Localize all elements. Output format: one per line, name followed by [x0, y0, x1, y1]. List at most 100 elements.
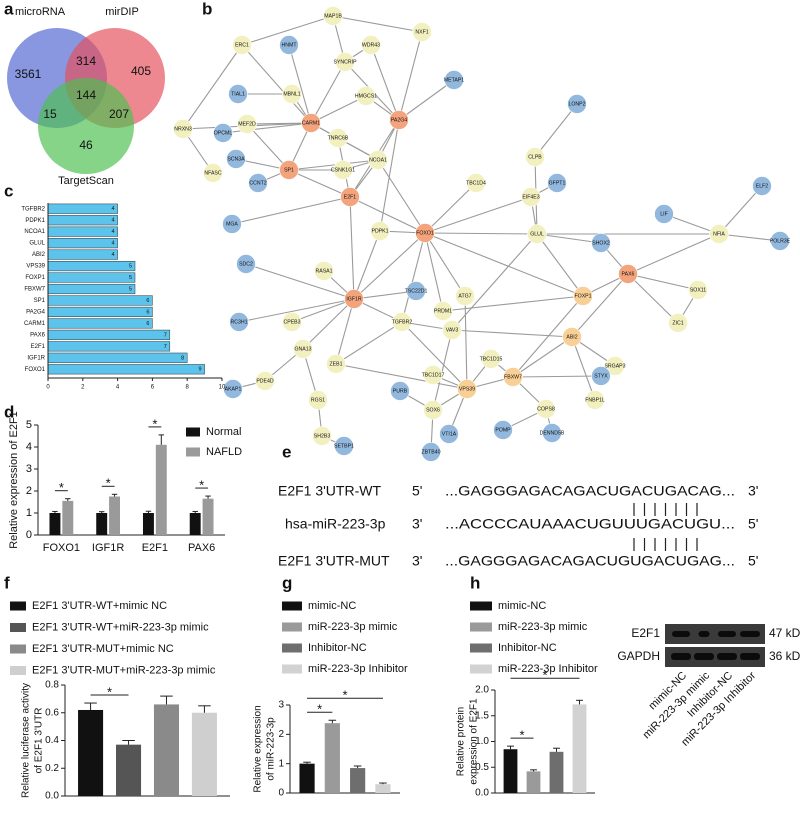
network-edge — [424, 232, 466, 297]
network-edge — [424, 196, 532, 234]
legend-swatch — [282, 601, 302, 611]
network-node — [591, 366, 611, 386]
network-node-label: FOXP1 — [574, 293, 591, 299]
y-tick-label: PDPK1 — [25, 218, 45, 224]
sequence: ...ACCCCAUAAACUGUUUGACUGU... — [445, 516, 735, 532]
value-label: 6 — [146, 309, 149, 315]
network-edge — [335, 363, 468, 390]
y-tick-label: 4 — [26, 441, 32, 453]
network-node — [415, 223, 435, 243]
x-tick-label: E2F1 — [142, 542, 168, 554]
network-node — [423, 365, 443, 385]
network-node — [412, 22, 432, 42]
network-node — [573, 286, 593, 306]
network-edge — [534, 103, 578, 158]
legend-label: E2F1 3'UTR-WT+mimic NC — [32, 600, 167, 612]
network-node — [442, 320, 462, 340]
y-tick-label: 0 — [278, 788, 284, 799]
network-node — [308, 390, 328, 410]
y-tick-label: 1.0 — [475, 736, 489, 747]
panel-label: b — [202, 0, 212, 18]
legend-label: Normal — [206, 426, 241, 438]
y-tick-label: 0.8 — [45, 680, 59, 691]
venn-count: 314 — [76, 54, 96, 68]
blot-band — [740, 653, 760, 660]
bar — [202, 498, 214, 535]
value-label: 4 — [112, 252, 115, 258]
network-node-label: RC3H1 — [230, 319, 247, 325]
network-node — [423, 400, 443, 420]
venn-set-label: microRNA — [15, 6, 66, 18]
legend-label: mimic-NC — [498, 600, 546, 612]
network-edge — [288, 169, 351, 198]
network-edge — [451, 329, 573, 338]
y-tick-label: ABI2 — [32, 252, 46, 258]
value-label: 7 — [164, 344, 167, 350]
network-node — [282, 312, 302, 332]
blot-band — [698, 631, 710, 637]
bar — [49, 513, 61, 535]
network-node — [232, 35, 252, 55]
network-edge — [246, 122, 312, 125]
network-node — [521, 187, 541, 207]
network-node-label: POMP — [495, 427, 511, 433]
y-axis-label: of miR-223-3p — [266, 717, 277, 781]
network-edge — [401, 232, 426, 323]
network-edge — [370, 44, 400, 121]
value-label: 7 — [164, 332, 167, 338]
y-tick-label: NCOA1 — [24, 229, 45, 235]
network-node-label: LIF — [660, 211, 668, 217]
sequence-end: 3' — [412, 553, 422, 569]
y-tick-label: 0.0 — [475, 788, 489, 799]
network-node-label: ZIC1 — [672, 320, 683, 326]
network-edge — [302, 298, 355, 350]
network-node — [688, 280, 708, 300]
y-tick-label: 1 — [278, 758, 284, 769]
network-node — [709, 224, 729, 244]
network-edge — [377, 159, 426, 234]
y-tick-label: GLUL — [29, 241, 45, 247]
bar — [47, 249, 118, 260]
blot-size-label: 36 kDa — [769, 649, 800, 663]
network-edge — [332, 15, 423, 33]
network-edge — [288, 159, 379, 171]
bar — [47, 306, 153, 317]
network-node-label: NXF1 — [415, 29, 428, 35]
network-node — [439, 424, 459, 444]
bar — [503, 749, 518, 793]
network-node-label: LONP2 — [568, 101, 585, 107]
network-node-label: TBC1D4 — [466, 180, 486, 186]
network-node — [282, 84, 302, 104]
bar — [47, 329, 171, 340]
network-edge — [349, 196, 355, 300]
y-tick-label: FOXO1 — [25, 367, 46, 373]
network-edge — [353, 290, 417, 300]
blot-band — [717, 653, 737, 660]
network-node-label: CSNK1G1 — [331, 167, 355, 173]
legend-swatch — [282, 622, 302, 632]
bar — [189, 513, 201, 535]
venn-count: 144 — [76, 88, 96, 102]
bar — [47, 295, 153, 306]
network-node-label: OPCML — [214, 130, 233, 136]
sequence-end: 5' — [748, 516, 758, 532]
blot-background — [665, 647, 765, 667]
x-tick-label: 10 — [219, 385, 226, 391]
network-node — [433, 301, 453, 321]
bar — [526, 771, 541, 793]
significance-label: * — [59, 480, 64, 495]
network-edge — [398, 31, 423, 121]
value-label: 8 — [181, 355, 184, 361]
panel-label: c — [4, 181, 13, 200]
x-tick-label: 6 — [151, 385, 155, 391]
network-edge — [627, 273, 679, 324]
network-node-label: ATG7 — [458, 293, 471, 299]
y-tick-label: 0.0 — [45, 791, 59, 802]
network-edge — [627, 273, 699, 291]
network-edge — [241, 15, 334, 46]
panel-label: a — [4, 0, 14, 18]
legend-swatch — [470, 601, 492, 611]
y-tick-label: FBXW7 — [24, 287, 45, 293]
network-edge — [241, 44, 312, 124]
y-tick-label: 0.4 — [45, 735, 59, 746]
